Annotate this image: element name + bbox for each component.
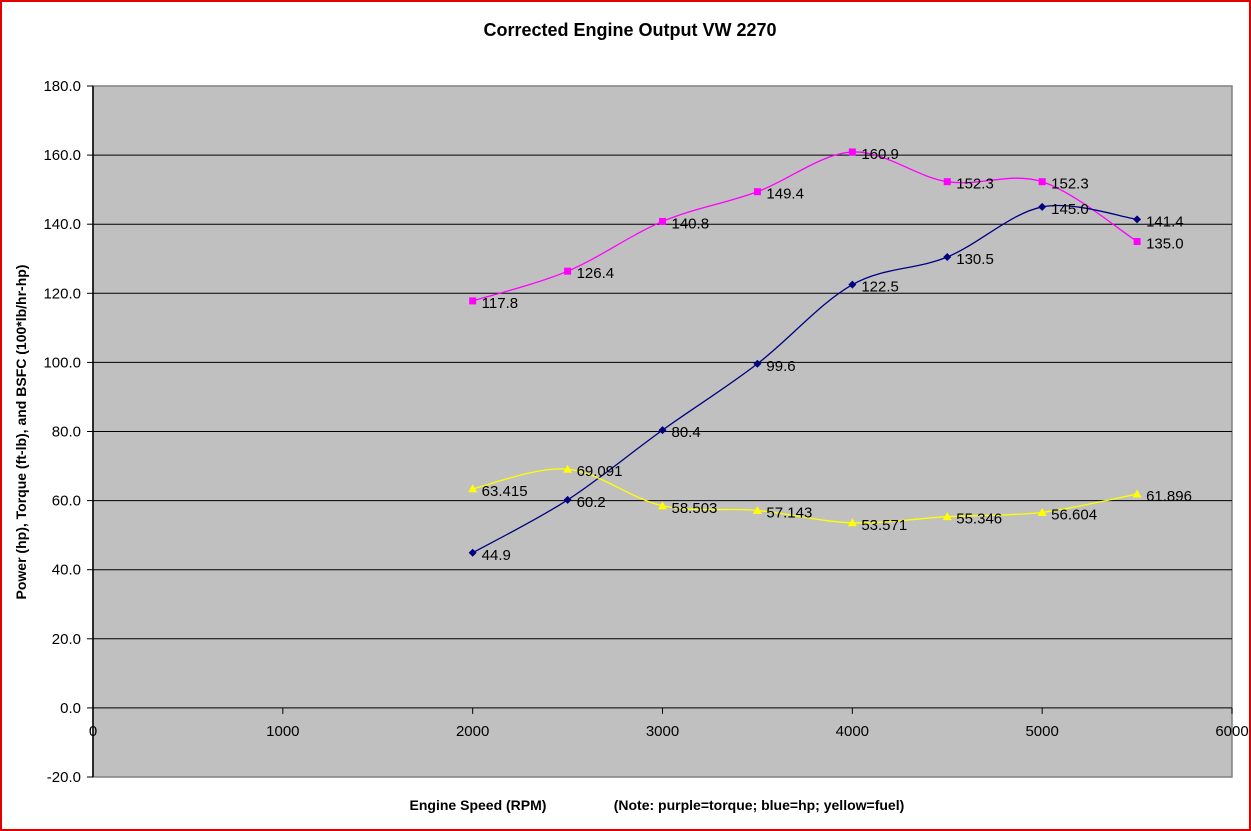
y-tick-label: 160.0 [43,147,81,164]
torque-data-label: 160.9 [861,146,899,163]
y-tick-label: 0.0 [60,700,81,717]
hp-data-label: 99.6 [766,358,795,375]
fuel-marker [847,518,857,527]
fuel-line [472,468,1138,524]
torque-data-label: 152.3 [1051,176,1089,193]
hp-marker [753,359,762,368]
fuel-marker [658,501,667,510]
fuel-marker [1037,507,1047,516]
fuel-data-label: 56.604 [1051,506,1097,523]
torque-marker [753,188,761,196]
hp-marker [1133,215,1142,224]
fuel-data-label: 53.571 [861,517,907,534]
fuel-data-label: 57.143 [766,504,812,521]
plot-area: -20.0 0.0 20.0 40.0 60.0 80.0 100.0 120.0 140.0 1… [43,78,1248,786]
fuel-marker [563,464,573,473]
hp-marker [563,495,572,504]
x-tick-label: 1000 [266,723,299,740]
hp-marker [468,548,477,557]
torque-marker [469,297,477,305]
torque-data-label: 135.0 [1146,235,1184,252]
x-tick-label: 5000 [1025,723,1058,740]
y-axis-label: Power (hp), Torque (ft-lb), and BSFC (10… [13,265,29,600]
y-tick-label: 140.0 [43,216,81,233]
hp-data-label: 141.4 [1146,213,1184,230]
fuel-marker [1132,489,1142,498]
torque-data-label: 126.4 [577,265,615,282]
x-tick-label: 4000 [836,723,869,740]
hp-data-label: 80.4 [672,424,701,441]
hp-data-label: 44.9 [482,547,511,564]
torque-data-label: 152.3 [956,176,994,193]
fuel-data-label: 55.346 [956,511,1002,528]
torque-marker [1038,178,1046,186]
torque-marker [564,267,572,275]
x-tick-label: 0 [89,723,97,740]
hp-marker [658,426,667,435]
hp-data-label: 60.2 [577,494,606,511]
hp-marker [848,280,857,289]
fuel-data-label: 63.415 [482,483,528,500]
hp-data-label: 145.0 [1051,201,1089,218]
torque-data-label: 140.8 [672,215,710,232]
hp-data-label: 122.5 [861,279,899,296]
fuel-data-label: 58.503 [672,500,718,517]
y-tick-label: 60.0 [52,493,81,510]
torque-marker [1133,237,1141,245]
x-tick-label: 2000 [456,723,489,740]
torque-marker [659,217,666,225]
hp-marker [943,253,952,262]
torque-line [472,151,1138,302]
y-tick-label: 20.0 [52,631,81,648]
y-tick-label: 100.0 [43,354,81,371]
fuel-marker [752,505,762,514]
x-tick-label: 6000 [1215,723,1248,740]
fuel-marker [942,512,952,521]
y-tick-label: 120.0 [43,285,81,302]
torque-data-label: 149.4 [766,186,804,203]
x-axis-note: (Note: purple=torque; blue=hp; yellow=fu… [614,797,905,813]
torque-data-label: 117.8 [482,295,518,312]
hp-data-label: 130.5 [956,251,994,268]
hp-marker [1038,202,1047,211]
y-tick-label: 80.0 [52,424,81,441]
y-tick-label: 180.0 [43,78,81,95]
chart-title: Corrected Engine Output VW 2270 [483,20,776,40]
fuel-data-label: 61.896 [1146,488,1192,505]
fuel-marker [468,484,478,493]
torque-marker [848,148,856,156]
x-tick-label: 3000 [646,723,679,740]
y-tick-label: 40.0 [52,562,81,579]
torque-marker [943,178,951,186]
fuel-data-label: 69.091 [577,463,623,480]
x-axis-label: Engine Speed (RPM) [410,797,547,813]
hp-line [472,204,1138,554]
y-tick-label: -20.0 [47,769,81,786]
